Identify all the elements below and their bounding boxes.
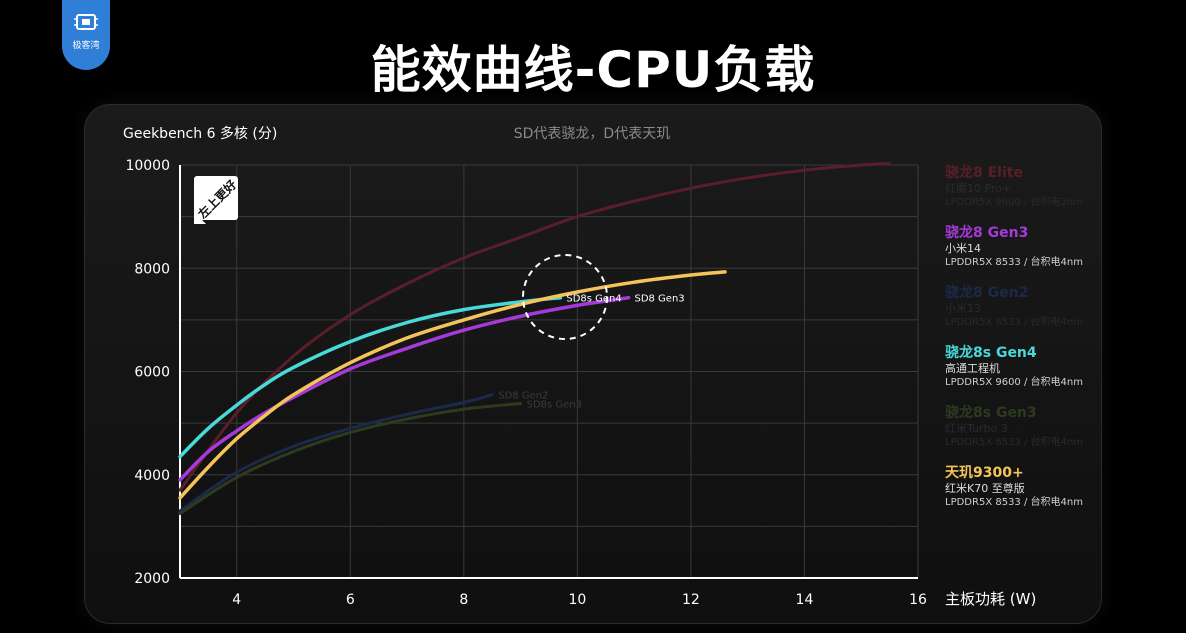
legend-device: 红米K70 至尊版 <box>945 482 1025 495</box>
series-lines <box>178 162 892 515</box>
series-line <box>178 270 727 500</box>
chart-panel <box>84 104 1102 624</box>
legend-series-name: 天玑9300+ <box>945 465 1024 481</box>
series-line <box>178 162 892 492</box>
x-tick-label: 14 <box>796 592 814 608</box>
x-tick-label: 12 <box>682 592 700 608</box>
series-line <box>178 402 523 515</box>
highlight-circle <box>522 254 608 340</box>
axes: 4 6 8 10 12 14 16 2000 4000 6000 8000 10000 <box>125 158 927 608</box>
legend-item: 天玑9300+ 红米K70 至尊版 LPDDR5X 8533 / 台积电4nm <box>945 465 1115 525</box>
series-line <box>178 295 563 459</box>
legend-series-name: 骁龙8 Gen3 <box>945 225 1029 241</box>
legend-item: 骁龙8s Gen3 红米Turbo 3 LPDDR5X 8533 / 台积电4nm <box>945 405 1115 465</box>
legend-item: 骁龙8 Gen2 小米13 LPDDR5X 8533 / 台积电4nm <box>945 285 1115 345</box>
legend-memory: LPDDR5X 9600 / 台积电4nm <box>945 377 1083 388</box>
legend-memory: LPDDR5X 9600 / 台积电3nm <box>945 197 1083 208</box>
legend-item: 骁龙8 Gen3 小米14 LPDDR5X 8533 / 台积电4nm <box>945 225 1115 285</box>
legend-device: 小米13 <box>945 302 981 315</box>
series-end-label: SD8 Gen3 <box>634 294 684 305</box>
brand-logo: 极客湾 <box>62 0 110 70</box>
legend-series-name: 骁龙8 Gen2 <box>945 285 1029 301</box>
legend-series-name: 骁龙8s Gen4 <box>945 345 1037 361</box>
x-tick-label: 8 <box>459 592 468 608</box>
legend-device: 红魔10 Pro+ <box>945 182 1012 195</box>
y-tick-label: 4000 <box>134 468 170 484</box>
x-axis-label: 主板功耗 (W) <box>945 590 1036 608</box>
y-tick-label: 6000 <box>134 365 170 381</box>
y-tick-label: 2000 <box>134 571 170 587</box>
legend-memory: LPDDR5X 8533 / 台积电4nm <box>945 437 1083 448</box>
page-title: 能效曲线-CPU负载 <box>370 41 816 99</box>
x-tick-label: 16 <box>909 592 927 608</box>
logo-text: 极客湾 <box>72 41 100 51</box>
legend-memory: LPDDR5X 8533 / 台积电4nm <box>945 317 1083 328</box>
x-tick-label: 10 <box>568 592 586 608</box>
legend: 骁龙8 Elite 红魔10 Pro+ LPDDR5X 9600 / 台积电3nm 骁… <box>945 165 1115 525</box>
y-tick-label: 10000 <box>125 158 170 174</box>
legend-device: 红米Turbo 3 <box>945 422 1008 435</box>
better-badge: 左上更好 <box>194 176 239 224</box>
series-end-label: SD8 Gen2 <box>498 391 548 402</box>
y-axis-label: Geekbench 6 多核 (分) <box>123 125 277 142</box>
legend-item: 骁龙8s Gen4 高通工程机 LPDDR5X 9600 / 台积电4nm <box>945 345 1115 405</box>
x-tick-label: 4 <box>232 592 241 608</box>
series-end-label: SD8s Gen4 <box>566 294 621 305</box>
legend-series-name: 骁龙8s Gen3 <box>945 405 1037 421</box>
series-line <box>178 393 494 513</box>
grid <box>180 164 919 579</box>
chip-icon <box>74 14 98 30</box>
legend-series-name: 骁龙8 Elite <box>945 165 1023 181</box>
x-tick-label: 6 <box>346 592 355 608</box>
series-line <box>178 295 631 482</box>
chart-note: SD代表骁龙，D代表天玑 <box>514 126 670 142</box>
y-tick-label: 8000 <box>134 261 170 277</box>
legend-memory: LPDDR5X 8533 / 台积电4nm <box>945 497 1083 508</box>
legend-device: 高通工程机 <box>945 362 1000 375</box>
legend-item: 骁龙8 Elite 红魔10 Pro+ LPDDR5X 9600 / 台积电3nm <box>945 165 1115 225</box>
legend-device: 小米14 <box>945 242 981 255</box>
series-end-label: SD8s Gen3 <box>527 400 582 411</box>
legend-memory: LPDDR5X 8533 / 台积电4nm <box>945 257 1083 268</box>
